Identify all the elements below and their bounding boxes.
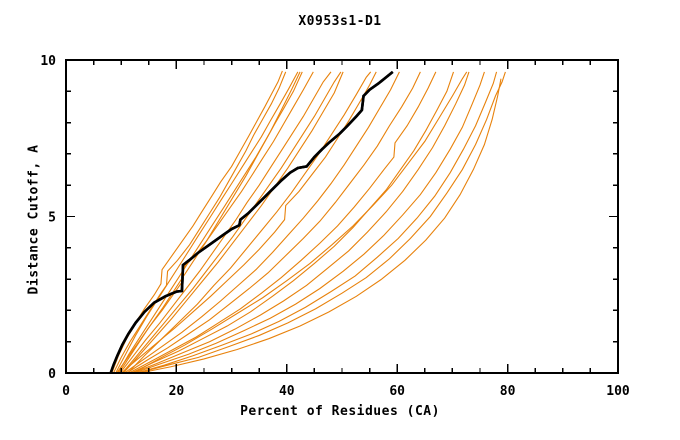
prediction-curve-17 — [137, 71, 506, 374]
plot-frame — [65, 59, 619, 374]
y-tick-label: 5 — [48, 211, 56, 226]
x-tick-label: 0 — [62, 384, 70, 399]
prediction-curve-6 — [119, 71, 332, 374]
y-tick-label: 0 — [48, 367, 56, 382]
prediction-curve-8 — [123, 71, 344, 374]
prediction-curve-18 — [118, 71, 301, 374]
prediction-curve-19 — [127, 71, 372, 374]
chart-title: X0953s1-D1 — [298, 14, 382, 29]
reference-curve-top — [109, 70, 394, 374]
prediction-curve-2 — [112, 71, 287, 374]
prediction-curve-4 — [117, 71, 303, 374]
prediction-curve-10 — [124, 71, 400, 374]
x-tick-label: 80 — [500, 384, 516, 399]
prediction-curve-15 — [134, 71, 485, 374]
prediction-curve-7 — [121, 71, 342, 374]
y-tick-label: 10 — [40, 54, 56, 69]
x-tick-label: 20 — [169, 384, 185, 399]
x-tick-label: 40 — [279, 384, 295, 399]
prediction-curve-14 — [132, 71, 470, 374]
prediction-curve-13 — [130, 71, 455, 374]
x-axis-label: Percent of Residues (CA) — [240, 404, 440, 419]
axes-layer: 0 20 40 60 80 100 0 5 10 — [40, 54, 630, 399]
prediction-curve-9 — [120, 71, 377, 374]
prediction-curve-12 — [128, 71, 437, 374]
series-layer — [109, 70, 506, 374]
prediction-curve-21 — [139, 78, 502, 374]
x-tick-label: 60 — [389, 384, 405, 399]
prediction-curve-3 — [115, 71, 299, 374]
prediction-curve-11 — [126, 71, 421, 374]
prediction-curve-16 — [136, 71, 498, 374]
x-tick-label: 100 — [606, 384, 630, 399]
prediction-curve-20 — [133, 71, 468, 374]
